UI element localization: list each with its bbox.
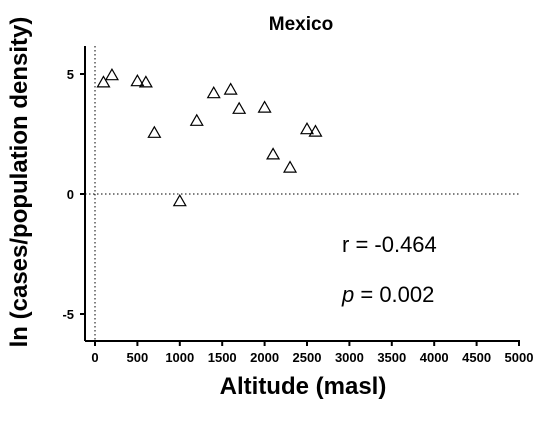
x-tick-label: 500 bbox=[127, 350, 149, 365]
x-tick-label: 3500 bbox=[377, 350, 406, 365]
data-point bbox=[283, 160, 298, 173]
data-point bbox=[130, 73, 145, 87]
x-axis-ticks: 0 500 1000 1500 2000 2500 3000 3500 4000 4500 5000 bbox=[91, 341, 533, 365]
y-tick-label: 0 bbox=[67, 187, 74, 202]
data-point bbox=[223, 82, 238, 95]
x-tick-label: 1500 bbox=[208, 350, 237, 365]
data-point bbox=[96, 75, 111, 88]
reference-lines bbox=[85, 46, 520, 341]
x-tick-label: 2000 bbox=[250, 350, 279, 365]
y-axis-ticks: -5 0 5 bbox=[62, 67, 85, 322]
data-point bbox=[138, 75, 153, 88]
data-points bbox=[96, 67, 323, 207]
p-value-annotation: p = 0.002 bbox=[341, 282, 434, 307]
data-point bbox=[232, 101, 247, 114]
data-point bbox=[104, 67, 119, 81]
data-point bbox=[299, 121, 315, 135]
correlation-annotation: r = -0.464 bbox=[342, 232, 437, 257]
y-tick-label: 5 bbox=[67, 67, 74, 82]
chart-title: Mexico bbox=[269, 14, 333, 35]
data-point bbox=[266, 147, 281, 160]
x-tick-label: 4500 bbox=[462, 350, 491, 365]
x-tick-label: 4000 bbox=[420, 350, 449, 365]
x-tick-label: 5000 bbox=[505, 350, 534, 365]
data-point bbox=[206, 85, 221, 99]
data-point bbox=[189, 113, 204, 126]
y-axis-label: ln (cases/population density) bbox=[6, 17, 33, 348]
x-tick-label: 2500 bbox=[293, 350, 322, 365]
data-point bbox=[172, 193, 187, 207]
x-tick-label: 0 bbox=[91, 350, 98, 365]
y-tick-label: -5 bbox=[62, 307, 74, 322]
x-tick-label: 3000 bbox=[335, 350, 364, 365]
data-point bbox=[257, 100, 272, 113]
data-point bbox=[308, 124, 323, 137]
x-tick-label: 1000 bbox=[165, 350, 194, 365]
p-symbol: p bbox=[341, 282, 354, 307]
data-point bbox=[147, 125, 162, 138]
x-axis-label: Altitude (masl) bbox=[220, 373, 387, 400]
p-value-text: = 0.002 bbox=[354, 282, 434, 307]
